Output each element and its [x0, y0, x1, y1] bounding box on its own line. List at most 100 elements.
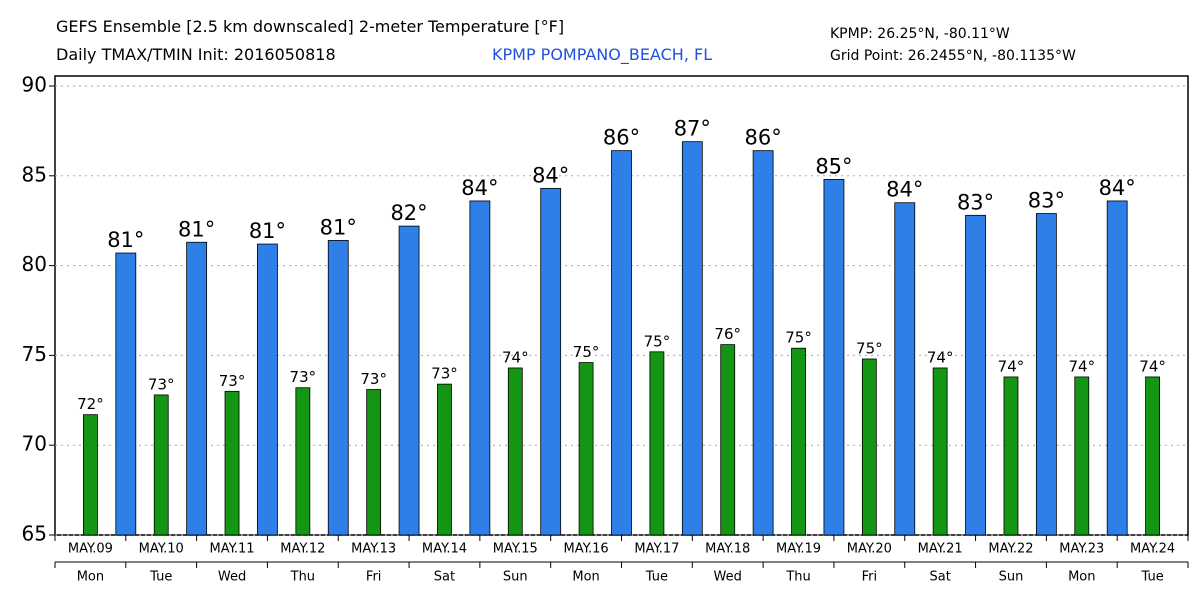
bar [398, 225, 420, 536]
value-label: 73° [431, 365, 458, 383]
x-tick-label: MAY.09 [68, 542, 113, 557]
bar [507, 367, 523, 536]
value-label: 81° [178, 217, 215, 241]
bar [861, 358, 877, 536]
y-tick-label: 70 [22, 432, 47, 456]
weekday-label: Fri [366, 570, 382, 585]
value-label: 81° [107, 228, 144, 252]
x-tick-label: MAY.22 [988, 542, 1033, 557]
x-tick-label: MAY.17 [634, 542, 679, 557]
bar [1074, 376, 1090, 536]
bar [894, 202, 916, 536]
value-label: 81° [320, 215, 357, 239]
weekday-label: Tue [149, 570, 172, 585]
y-tick-label: 75 [22, 342, 47, 366]
value-label: 85° [815, 154, 852, 178]
value-label: 74° [502, 348, 529, 366]
value-label: 86° [603, 126, 640, 150]
weekday-label: Sun [503, 570, 528, 585]
x-tick-label: MAY.19 [776, 542, 821, 557]
value-label: 83° [1028, 189, 1065, 213]
weekday-label: Mon [77, 570, 104, 585]
bar [932, 367, 948, 536]
value-label: 84° [461, 176, 498, 200]
value-label: 73° [360, 370, 387, 388]
value-label: 84° [532, 163, 569, 187]
value-label: 73° [290, 368, 317, 386]
station-name: KPMP POMPANO_BEACH, FL [492, 45, 712, 65]
x-tick-label: MAY.10 [139, 542, 184, 557]
weekday-label: Thu [785, 570, 810, 585]
value-label: 87° [674, 117, 711, 141]
bar [791, 347, 806, 536]
value-label: 75° [644, 332, 671, 350]
bar [752, 150, 774, 536]
value-label: 75° [573, 343, 600, 361]
weekday-label: Thu [290, 570, 315, 585]
weekday-label: Wed [714, 570, 742, 585]
x-tick-label: MAY.13 [351, 542, 396, 557]
chart-subtitle: Daily TMAX/TMIN Init: 2016050818 [56, 45, 336, 64]
bar [295, 387, 311, 536]
y-tick-label: 90 [22, 73, 47, 97]
bar [115, 252, 137, 536]
bar [611, 150, 632, 536]
x-tick-label: MAY.20 [847, 542, 892, 557]
bar [720, 344, 736, 536]
bar [540, 187, 562, 536]
value-label: 86° [745, 126, 782, 150]
x-tick-label: MAY.24 [1130, 542, 1175, 557]
value-label: 74° [1139, 357, 1166, 375]
bar [437, 383, 452, 536]
bar [1145, 376, 1160, 536]
bar [578, 362, 594, 536]
x-tick-label: MAY.23 [1059, 542, 1104, 557]
bar [366, 389, 382, 536]
value-label: 75° [856, 339, 883, 357]
weekday-label: Wed [218, 570, 246, 585]
bar [224, 390, 240, 536]
value-label: 84° [1099, 176, 1136, 200]
x-tick-label: MAY.12 [280, 542, 325, 557]
bar [1003, 376, 1019, 536]
weekday-label: Sat [929, 570, 950, 585]
bar [186, 241, 208, 536]
x-tick-label: MAY.18 [705, 542, 750, 557]
value-label: 74° [1068, 357, 1095, 375]
weekday-label: Mon [1068, 570, 1095, 585]
value-label: 74° [927, 348, 954, 366]
bar [1035, 213, 1057, 536]
bar [823, 178, 845, 536]
bar [1106, 200, 1128, 536]
bar [965, 214, 986, 536]
value-label: 76° [714, 325, 741, 343]
chart-title: GEFS Ensemble [2.5 km downscaled] 2-mete… [56, 17, 564, 36]
x-tick-label: MAY.21 [918, 542, 963, 557]
bar [327, 240, 349, 536]
bar [153, 394, 169, 536]
value-label: 84° [886, 178, 923, 202]
value-label: 82° [390, 201, 427, 225]
value-label: 73° [148, 375, 175, 393]
weekday-label: Mon [572, 570, 599, 585]
value-label: 72° [77, 395, 104, 413]
y-tick-label: 80 [22, 252, 47, 276]
weekday-label: Sun [999, 570, 1024, 585]
value-label: 73° [219, 372, 246, 390]
x-tick-label: MAY.11 [209, 542, 254, 557]
value-label: 74° [998, 357, 1025, 375]
x-tick-label: MAY.14 [422, 542, 467, 557]
station-coords: KPMP: 26.25°N, -80.11°W [830, 26, 1010, 42]
bar [649, 351, 665, 536]
weekday-label: Tue [645, 570, 668, 585]
bar [681, 141, 703, 536]
value-label: 83° [957, 190, 994, 214]
value-label: 81° [249, 219, 286, 243]
bar [83, 414, 98, 536]
bar [469, 200, 491, 536]
y-tick-label: 85 [22, 162, 47, 186]
y-tick-label: 65 [22, 522, 47, 546]
x-tick-label: MAY.15 [493, 542, 538, 557]
weekday-label: Tue [1140, 570, 1163, 585]
